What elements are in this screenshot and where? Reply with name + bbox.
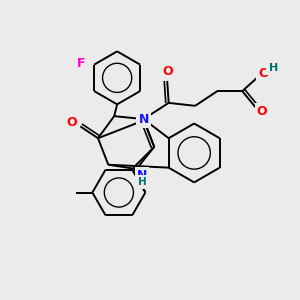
Text: F: F (77, 57, 85, 70)
Text: O: O (67, 116, 77, 128)
Text: H: H (268, 63, 278, 73)
Text: N: N (139, 112, 149, 126)
Text: O: O (258, 67, 269, 80)
Text: H: H (138, 177, 146, 188)
Text: O: O (162, 65, 172, 79)
Text: O: O (257, 105, 267, 118)
Text: N: N (137, 169, 147, 182)
